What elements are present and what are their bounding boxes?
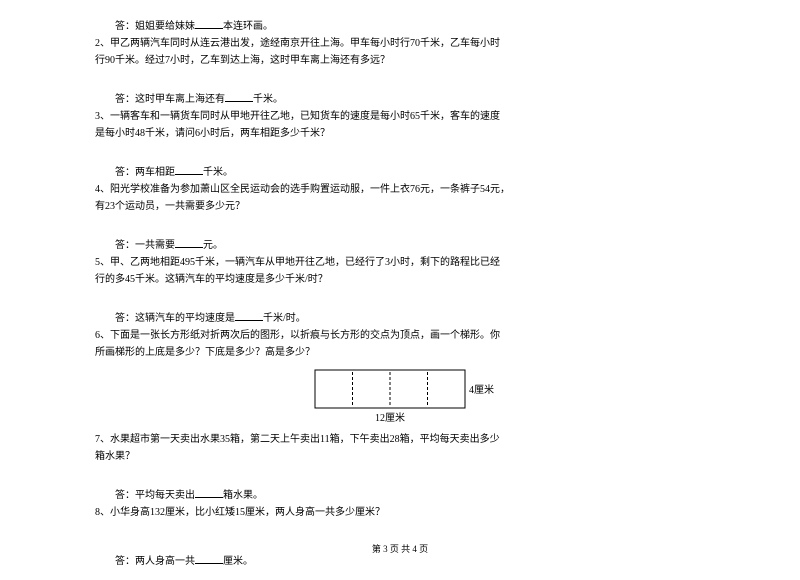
q7-answer: 答：平均每天卖出 箱水果。: [95, 487, 705, 504]
q3-line1: 3、一辆客车和一辆货车同时从甲地开往乙地，已知货车的速度是每小时65千米，客车的…: [95, 108, 705, 125]
q2-line2: 行90千米。经过7小时，乙车到达上海，这时甲车离上海还有多远？: [95, 52, 705, 69]
q1-blank: [195, 18, 223, 29]
q5-line2: 行的多45千米。这辆汽车的平均速度是多少千米/时？: [95, 271, 705, 288]
q2-answer-suffix: 千米。: [253, 94, 283, 105]
q2-answer: 答：这时甲车离上海还有 千米。: [95, 91, 705, 108]
q6-label-bottom: 12厘米: [375, 411, 405, 423]
q7-blank: [195, 487, 223, 498]
q6-line2: 所画梯形的上底是多少？下底是多少？高是多少？: [95, 344, 705, 361]
q3-blank: [175, 164, 203, 175]
q2-blank: [225, 91, 253, 102]
gap: [95, 465, 705, 487]
q4-answer-suffix: 元。: [203, 240, 223, 251]
q1-answer-prefix: 答：姐姐要给妹妹: [115, 21, 195, 32]
q5-line1: 5、甲、乙两地相距495千米，一辆汽车从甲地开往乙地，已经行了3小时，剩下的路程…: [95, 254, 705, 271]
q2-answer-prefix: 答：这时甲车离上海还有: [115, 94, 225, 105]
q3-answer-prefix: 答：两车相距: [115, 167, 175, 178]
q5-answer-prefix: 答：这辆汽车的平均速度是: [115, 313, 235, 324]
gap: [95, 215, 705, 237]
q8-answer-prefix: 答：两人身高一共: [115, 556, 195, 567]
q8-answer: 答：两人身高一共 厘米。: [95, 553, 705, 570]
q8-answer-suffix: 厘米。: [223, 556, 253, 567]
gap: [95, 142, 705, 164]
q3-answer-suffix: 千米。: [203, 167, 233, 178]
gap: [95, 521, 705, 543]
gap: [95, 288, 705, 310]
q7-line2: 箱水果？: [95, 448, 705, 465]
document-page: 答：姐姐要给妹妹 本连环画。 2、甲乙两辆汽车同时从连云港出发，途经南京开往上海。…: [0, 0, 800, 580]
q7-answer-suffix: 箱水果。: [223, 490, 263, 501]
q7-line1: 7、水果超市第一天卖出水果35箱，第二天上午卖出11箱，下午卖出28箱，平均每天…: [95, 431, 705, 448]
q6-figure: 4厘米 12厘米: [95, 365, 705, 429]
q6-label-right: 4厘米: [469, 383, 494, 396]
q5-answer: 答：这辆汽车的平均速度是 千米/时。: [95, 310, 705, 327]
q5-answer-suffix: 千米/时。: [263, 313, 306, 324]
q4-line2: 有23个运动员，一共需要多少元？: [95, 198, 705, 215]
q2-line1: 2、甲乙两辆汽车同时从连云港出发，途经南京开往上海。甲车每小时行70千米，乙车每…: [95, 35, 705, 52]
q7-answer-prefix: 答：平均每天卖出: [115, 490, 195, 501]
q3-answer: 答：两车相距 千米。: [95, 164, 705, 181]
q4-answer-prefix: 答：一共需要: [115, 240, 175, 251]
q5-blank: [235, 310, 263, 321]
q1-answer: 答：姐姐要给妹妹 本连环画。: [95, 18, 705, 35]
page-footer: 第 3 页 共 4 页: [0, 542, 800, 555]
q4-answer: 答：一共需要 元。: [95, 237, 705, 254]
gap: [95, 69, 705, 91]
q6-line1: 6、下面是一张长方形纸对折两次后的图形，以折痕与长方形的交点为顶点，画一个梯形。…: [95, 327, 705, 344]
q4-line1: 4、阳光学校准备为参加萧山区全民运动会的选手购置运动服，一件上衣76元，一条裤子…: [95, 181, 705, 198]
q1-answer-suffix: 本连环画。: [223, 21, 273, 32]
q8-line1: 8、小华身高132厘米，比小红矮15厘米，两人身高一共多少厘米？: [95, 504, 705, 521]
q4-blank: [175, 237, 203, 248]
q3-line2: 是每小时48千米，请问6小时后，两车相距多少千米？: [95, 125, 705, 142]
